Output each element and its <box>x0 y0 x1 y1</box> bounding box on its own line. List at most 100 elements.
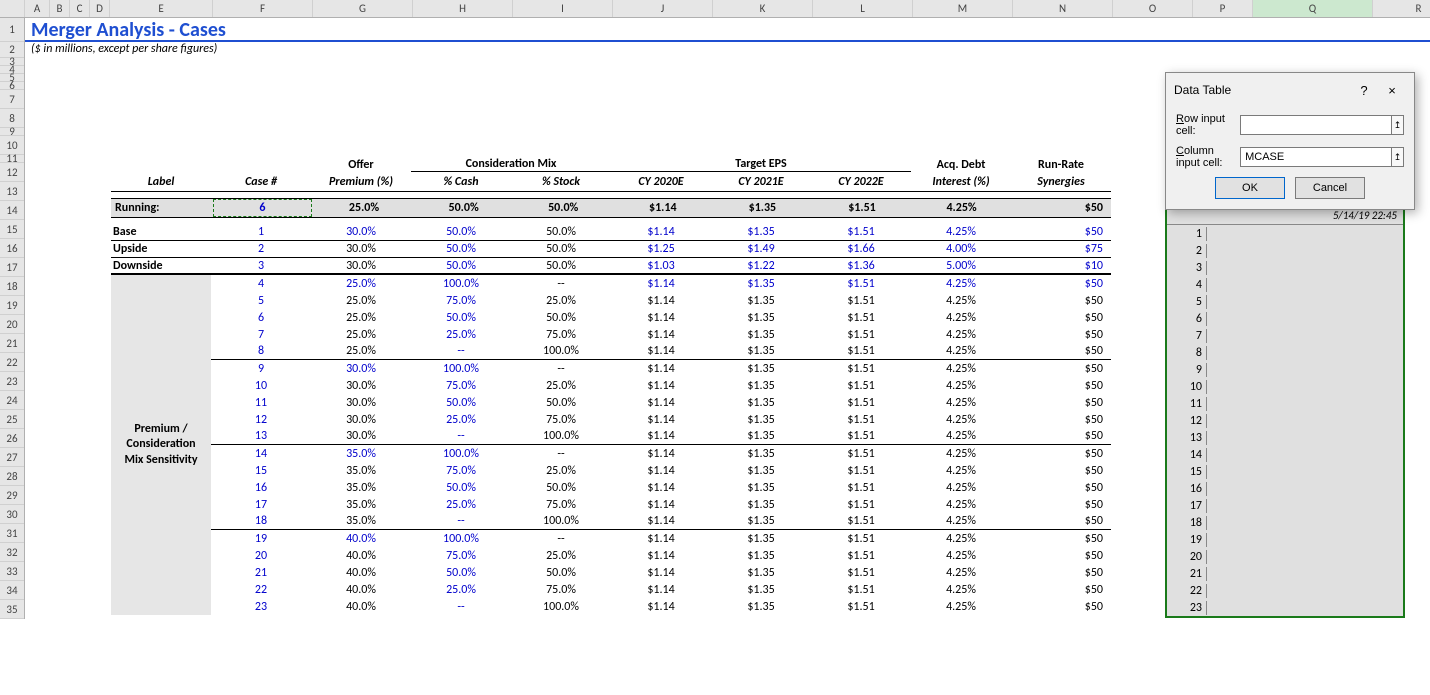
cell-syn[interactable]: $50 <box>1011 447 1111 461</box>
row-header-26[interactable]: 26 <box>0 429 24 448</box>
table-row[interactable]: 825.0%--100.0%$1.14$1.35$1.514.25%$50 <box>111 343 1111 360</box>
cell-cy21[interactable]: $1.35 <box>711 514 811 528</box>
cell-syn[interactable]: $50 <box>1011 379 1111 393</box>
cell-syn[interactable]: $50 <box>1011 294 1111 308</box>
cell-interest[interactable]: 4.25% <box>911 379 1011 393</box>
cell-interest[interactable]: 4.25% <box>911 464 1011 478</box>
cell-cy21[interactable]: $1.35 <box>711 413 811 427</box>
cell-interest[interactable]: 4.25% <box>911 447 1011 461</box>
side-row[interactable]: 17 <box>1167 497 1403 514</box>
cell-interest[interactable]: 4.25% <box>911 566 1011 580</box>
row-header-7[interactable]: 7 <box>0 90 24 109</box>
cell-cy21[interactable]: $1.35 <box>711 481 811 495</box>
cell-cy20[interactable]: $1.14 <box>611 277 711 291</box>
cell-case[interactable]: 19 <box>211 532 311 546</box>
cell-cy22[interactable]: $1.51 <box>811 225 911 239</box>
table-row[interactable]: 2340.0%--100.0%$1.14$1.35$1.514.25%$50 <box>111 598 1111 615</box>
cell-syn[interactable]: $50 <box>1011 549 1111 563</box>
cell-interest[interactable]: 4.25% <box>911 600 1011 614</box>
cell-cash[interactable]: 25.0% <box>411 583 511 597</box>
cell-cy21[interactable]: $1.35 <box>711 532 811 546</box>
cell-premium[interactable]: 30.0% <box>311 413 411 427</box>
cell-interest[interactable]: 4.25% <box>911 328 1011 342</box>
cell-stock[interactable]: -- <box>511 447 611 461</box>
cell-cy21[interactable]: $1.35 <box>711 583 811 597</box>
cell-premium[interactable]: 30.0% <box>311 242 411 256</box>
cell-cy20[interactable]: $1.14 <box>611 481 711 495</box>
cell-premium[interactable]: 35.0% <box>311 481 411 495</box>
cell-cy22[interactable]: $1.51 <box>811 396 911 410</box>
cell-syn[interactable]: $50 <box>1011 413 1111 427</box>
cell-stock[interactable]: 25.0% <box>511 549 611 563</box>
cell-case[interactable]: 15 <box>211 464 311 478</box>
close-icon[interactable]: × <box>1378 79 1406 101</box>
row-header-27[interactable]: 27 <box>0 448 24 467</box>
cell-interest[interactable]: 4.25% <box>911 277 1011 291</box>
cell-cash[interactable]: 50.0% <box>411 242 511 256</box>
table-row[interactable]: 1735.0%25.0%75.0%$1.14$1.35$1.514.25%$50 <box>111 496 1111 513</box>
cell-stock[interactable]: 50.0% <box>511 225 611 239</box>
col-header-K[interactable]: K <box>713 0 813 17</box>
cell-interest[interactable]: 4.25% <box>911 396 1011 410</box>
side-row[interactable]: 14 <box>1167 446 1403 463</box>
row-header-30[interactable]: 30 <box>0 505 24 524</box>
cell-cy20[interactable]: $1.14 <box>611 600 711 614</box>
cell-premium[interactable]: 30.0% <box>311 396 411 410</box>
cell-syn[interactable]: $50 <box>1011 344 1111 358</box>
cell-interest[interactable]: 4.25% <box>911 225 1011 239</box>
cell-interest[interactable]: 4.25% <box>911 549 1011 563</box>
cell-syn[interactable]: $50 <box>1011 583 1111 597</box>
side-row[interactable]: 5 <box>1167 293 1403 310</box>
cell-case[interactable]: 2 <box>211 242 311 256</box>
col-header-J[interactable]: J <box>613 0 713 17</box>
table-row[interactable]: 1940.0%100.0%--$1.14$1.35$1.514.25%$50 <box>111 530 1111 547</box>
cell-cy21[interactable]: $1.35 <box>711 344 811 358</box>
col-header-H[interactable]: H <box>413 0 513 17</box>
cell-syn[interactable]: $50 <box>1011 328 1111 342</box>
row-header-20[interactable]: 20 <box>0 315 24 334</box>
side-row[interactable]: 20 <box>1167 548 1403 565</box>
cell-cy22[interactable]: $1.51 <box>811 566 911 580</box>
row-headers[interactable]: 1234567891011121314151617181920212223242… <box>0 18 25 619</box>
cell-cash[interactable]: 50.0% <box>411 225 511 239</box>
cell-cy22[interactable]: $1.66 <box>811 242 911 256</box>
side-row[interactable]: 7 <box>1167 327 1403 344</box>
cell-cy21[interactable]: $1.35 <box>711 277 811 291</box>
cell-stock[interactable]: 75.0% <box>511 413 611 427</box>
cell-premium[interactable]: 35.0% <box>311 514 411 528</box>
row-header-35[interactable]: 35 <box>0 600 24 619</box>
cell-cy21[interactable]: $1.35 <box>711 498 811 512</box>
cell-cy22[interactable]: $1.51 <box>811 311 911 325</box>
cell-cy21[interactable]: $1.35 <box>711 396 811 410</box>
cell-interest[interactable]: 4.25% <box>911 311 1011 325</box>
table-row[interactable]: 930.0%100.0%--$1.14$1.35$1.514.25%$50 <box>111 360 1111 377</box>
cell-interest[interactable]: 4.25% <box>911 294 1011 308</box>
cell-syn[interactable]: $50 <box>1011 498 1111 512</box>
cell-interest[interactable]: 4.25% <box>911 362 1011 376</box>
col-header-L[interactable]: L <box>813 0 913 17</box>
cell-cy20[interactable]: $1.03 <box>611 259 711 273</box>
table-row[interactable]: 1435.0%100.0%--$1.14$1.35$1.514.25%$50 <box>111 445 1111 462</box>
side-row[interactable]: 18 <box>1167 514 1403 531</box>
cell-syn[interactable]: $50 <box>1011 277 1111 291</box>
cell-cash[interactable]: 75.0% <box>411 294 511 308</box>
cell-stock[interactable]: 25.0% <box>511 464 611 478</box>
cell-interest[interactable]: 4.25% <box>911 498 1011 512</box>
cell-stock[interactable]: 25.0% <box>511 379 611 393</box>
row-input-cell[interactable] <box>1240 115 1392 135</box>
cell-case[interactable]: 13 <box>211 429 311 443</box>
cell-interest[interactable]: 4.25% <box>911 413 1011 427</box>
row-header-12[interactable]: 12 <box>0 163 24 182</box>
cell-case[interactable]: 10 <box>211 379 311 393</box>
cell-cy20[interactable]: $1.14 <box>611 379 711 393</box>
cancel-button[interactable]: Cancel <box>1295 177 1365 199</box>
col-header-E[interactable]: E <box>110 0 213 17</box>
row-header-17[interactable]: 17 <box>0 258 24 277</box>
cell-interest[interactable]: 5.00% <box>911 259 1011 273</box>
cell-case[interactable]: 12 <box>211 413 311 427</box>
cell-cash[interactable]: -- <box>411 600 511 614</box>
cell-cy20[interactable]: $1.14 <box>611 514 711 528</box>
cell-cash[interactable]: 50.0% <box>411 566 511 580</box>
cell-case[interactable]: 17 <box>211 498 311 512</box>
cell-case[interactable]: 6 <box>211 311 311 325</box>
